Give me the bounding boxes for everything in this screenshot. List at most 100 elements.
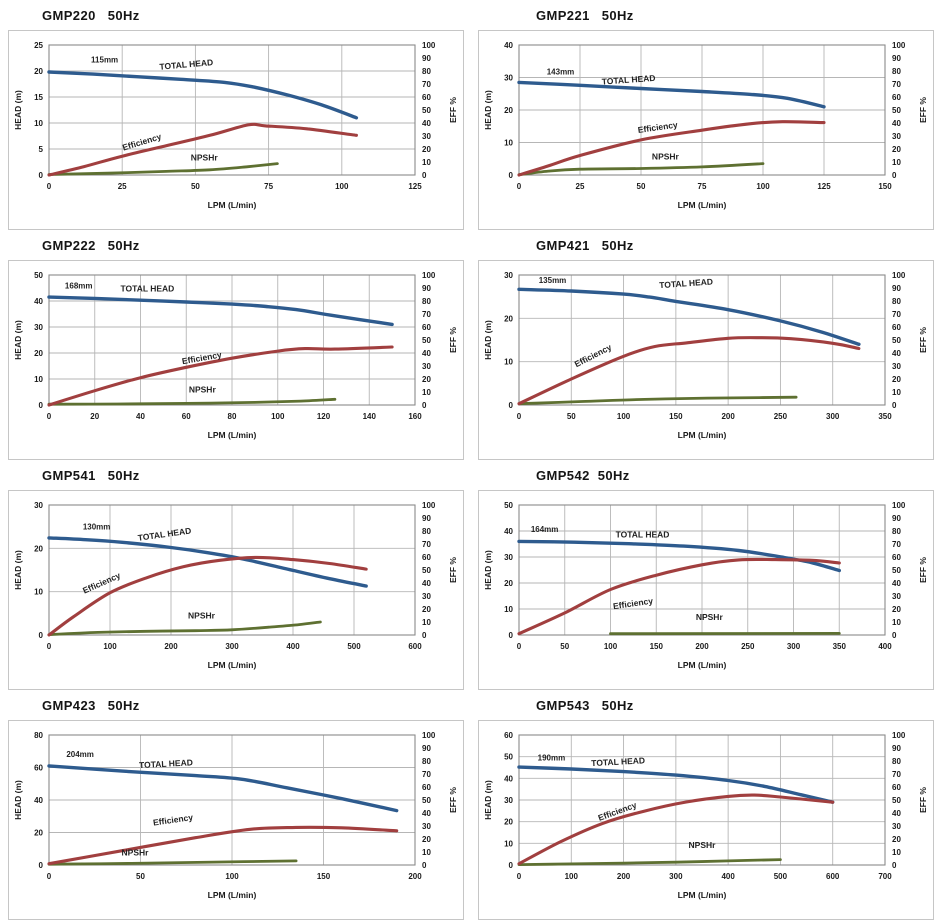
chart-cell: GMP423 50Hz 0 50 100 150 200 0 20 40 60 80 0 10 20 30 4… — [0, 690, 470, 920]
x-tick-label: 125 — [817, 182, 831, 191]
y-left-tick-label: 30 — [504, 796, 513, 805]
y-left-tick-label: 0 — [39, 861, 44, 870]
plot-area-border — [518, 504, 886, 636]
x-tick-label: 150 — [669, 412, 683, 421]
x-tick-label: 120 — [317, 412, 331, 421]
impeller-size-label: 190mm — [538, 753, 566, 762]
y-right-tick-label: 60 — [892, 93, 901, 102]
x-axis-title: LPM (L/min) — [678, 660, 727, 670]
y-right-axis-title: EFF % — [918, 327, 928, 353]
efficiency-curve-label: Efficiency — [637, 119, 678, 135]
y-right-tick-label: 90 — [892, 744, 901, 753]
y-left-axis-title: HEAD (m) — [13, 90, 23, 130]
x-tick-label: 300 — [225, 642, 239, 651]
y-left-axis-title: HEAD (m) — [13, 320, 23, 360]
y-left-tick-label: 40 — [34, 796, 43, 805]
y-left-tick-label: 25 — [34, 41, 43, 50]
chart-cell: GMP543 50Hz 0 100 200 300 400 500 600 700 0 10 20 30… — [470, 690, 940, 920]
y-right-axis-title: EFF % — [448, 97, 458, 123]
y-right-tick-label: 70 — [422, 310, 431, 319]
x-axis-title: LPM (L/min) — [208, 430, 257, 440]
x-tick-label: 350 — [878, 412, 892, 421]
x-tick-label: 400 — [721, 872, 735, 881]
y-left-tick-label: 10 — [34, 588, 43, 597]
y-left-tick-label: 80 — [34, 731, 43, 740]
plot-area-border — [518, 44, 886, 176]
npshr-curve — [517, 162, 765, 177]
total-head-curve — [47, 70, 359, 120]
y-left-tick-label: 10 — [34, 119, 43, 128]
y-right-tick-label: 10 — [422, 848, 431, 857]
y-right-tick-label: 90 — [422, 744, 431, 753]
y-left-tick-label: 20 — [504, 106, 513, 115]
y-left-tick-label: 20 — [34, 829, 43, 838]
plot-area-border — [48, 504, 416, 636]
chart-cell: GMP541 50Hz 0 100 200 300 400 500 600 0 10 20 30 0 10… — [0, 460, 470, 690]
npshr-curve-label: NPSHr — [652, 151, 680, 161]
efficiency-curve — [47, 825, 399, 866]
x-tick-label: 0 — [47, 642, 52, 651]
y-right-tick-label: 50 — [892, 566, 901, 575]
y-right-tick-label: 90 — [892, 284, 901, 293]
npshr-curve — [47, 162, 279, 176]
y-left-axis-title: HEAD (m) — [483, 90, 493, 130]
npshr-curve — [517, 395, 798, 406]
x-tick-label: 80 — [228, 412, 237, 421]
head-curve-label: TOTAL HEAD — [159, 57, 214, 72]
y-right-tick-label: 60 — [892, 323, 901, 332]
npshr-curve-label: NPSHr — [189, 385, 217, 395]
y-left-tick-label: 10 — [504, 839, 513, 848]
y-left-tick-label: 0 — [509, 631, 514, 640]
npshr-curve-label: NPSHr — [689, 840, 717, 850]
x-tick-label: 300 — [669, 872, 683, 881]
x-tick-label: 50 — [637, 182, 646, 191]
x-tick-label: 50 — [560, 642, 569, 651]
y-left-tick-label: 5 — [39, 145, 44, 154]
x-tick-label: 140 — [363, 412, 377, 421]
x-tick-label: 500 — [347, 642, 361, 651]
pump-curve-chart: 0 20 40 60 80 100 120 140 1600102030405001020304… — [13, 271, 458, 440]
efficiency-curve — [47, 555, 368, 637]
efficiency-curve — [517, 793, 835, 866]
x-tick-label: 150 — [317, 872, 331, 881]
y-right-tick-label: 70 — [892, 80, 901, 89]
head-curve-label: TOTAL HEAD — [120, 284, 174, 294]
npshr-curve — [47, 620, 322, 636]
x-tick-label: 100 — [604, 642, 618, 651]
y-right-tick-label: 70 — [422, 540, 431, 549]
x-tick-label: 75 — [264, 182, 273, 191]
y-left-tick-label: 20 — [504, 818, 513, 827]
y-left-tick-label: 30 — [34, 323, 43, 332]
chart-panel: 0 100 200 300 400 500 600 700 0 10 20 30 40 50 60 0 10 20… — [478, 720, 934, 920]
pump-curve-chart: 0 25 50 75 100 125051015202501020304050607080… — [13, 41, 458, 210]
y-right-tick-label: 0 — [422, 631, 427, 640]
impeller-size-label: 204mm — [66, 750, 94, 759]
x-axis-title: LPM (L/min) — [208, 660, 257, 670]
y-left-axis-title: HEAD (m) — [483, 320, 493, 360]
x-tick-label: 0 — [47, 872, 52, 881]
y-right-tick-label: 90 — [892, 54, 901, 63]
y-right-tick-label: 30 — [892, 132, 901, 141]
x-tick-label: 0 — [47, 412, 52, 421]
y-left-tick-label: 30 — [504, 74, 513, 83]
y-right-tick-label: 80 — [892, 297, 901, 306]
y-right-tick-label: 90 — [422, 284, 431, 293]
x-tick-label: 100 — [565, 872, 579, 881]
y-right-axis-title: EFF % — [918, 787, 928, 813]
y-left-tick-label: 20 — [34, 67, 43, 76]
npshr-curve-label: NPSHr — [696, 612, 724, 622]
y-right-tick-label: 60 — [422, 553, 431, 562]
y-right-tick-label: 100 — [892, 501, 906, 510]
y-right-tick-label: 40 — [892, 119, 901, 128]
chart-panel: 0 25 50 75 100 125 0 5 10 15 20 25 0 10 20 30 40 50 60 70 80… — [8, 30, 464, 230]
y-right-tick-label: 100 — [422, 501, 436, 510]
y-right-axis-title: EFF % — [918, 97, 928, 123]
y-right-tick-label: 20 — [892, 835, 901, 844]
y-right-tick-label: 40 — [422, 579, 431, 588]
x-tick-label: 300 — [787, 642, 801, 651]
x-tick-label: 25 — [118, 182, 127, 191]
x-tick-label: 160 — [408, 412, 422, 421]
x-tick-label: 75 — [698, 182, 707, 191]
y-left-tick-label: 30 — [34, 501, 43, 510]
x-tick-label: 200 — [408, 872, 422, 881]
